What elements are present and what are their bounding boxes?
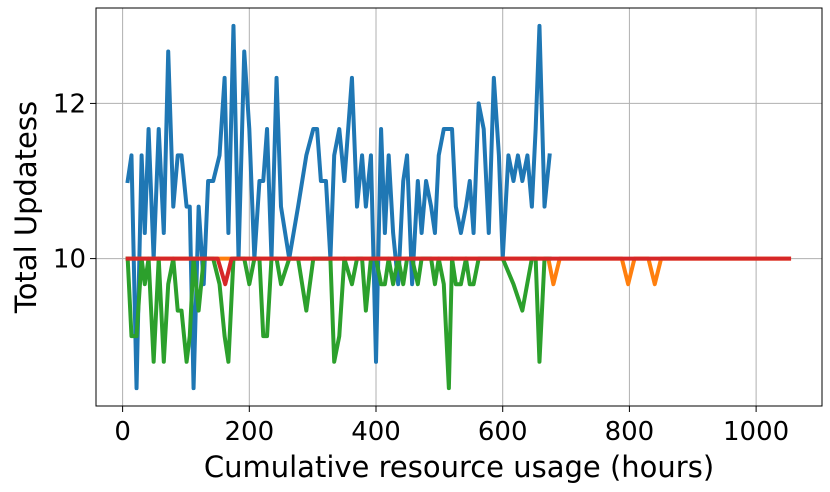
x-tick-label: 800 xyxy=(605,417,655,447)
y-axis-label: Total Updatess xyxy=(9,101,43,314)
x-tick-label: 200 xyxy=(224,417,274,447)
y-tick-label: 12 xyxy=(53,89,86,119)
x-tick-label: 600 xyxy=(478,417,528,447)
x-tick-label: 0 xyxy=(114,417,131,447)
series-line xyxy=(125,256,792,287)
plot-frame xyxy=(95,7,823,407)
series-line xyxy=(125,256,792,287)
y-tick-label: 10 xyxy=(53,245,86,275)
x-tick-label: 400 xyxy=(351,417,401,447)
series-line xyxy=(125,256,552,391)
x-axis-label: Cumulative resource usage (hours) xyxy=(204,450,714,484)
x-tick-label: 1000 xyxy=(723,417,789,447)
